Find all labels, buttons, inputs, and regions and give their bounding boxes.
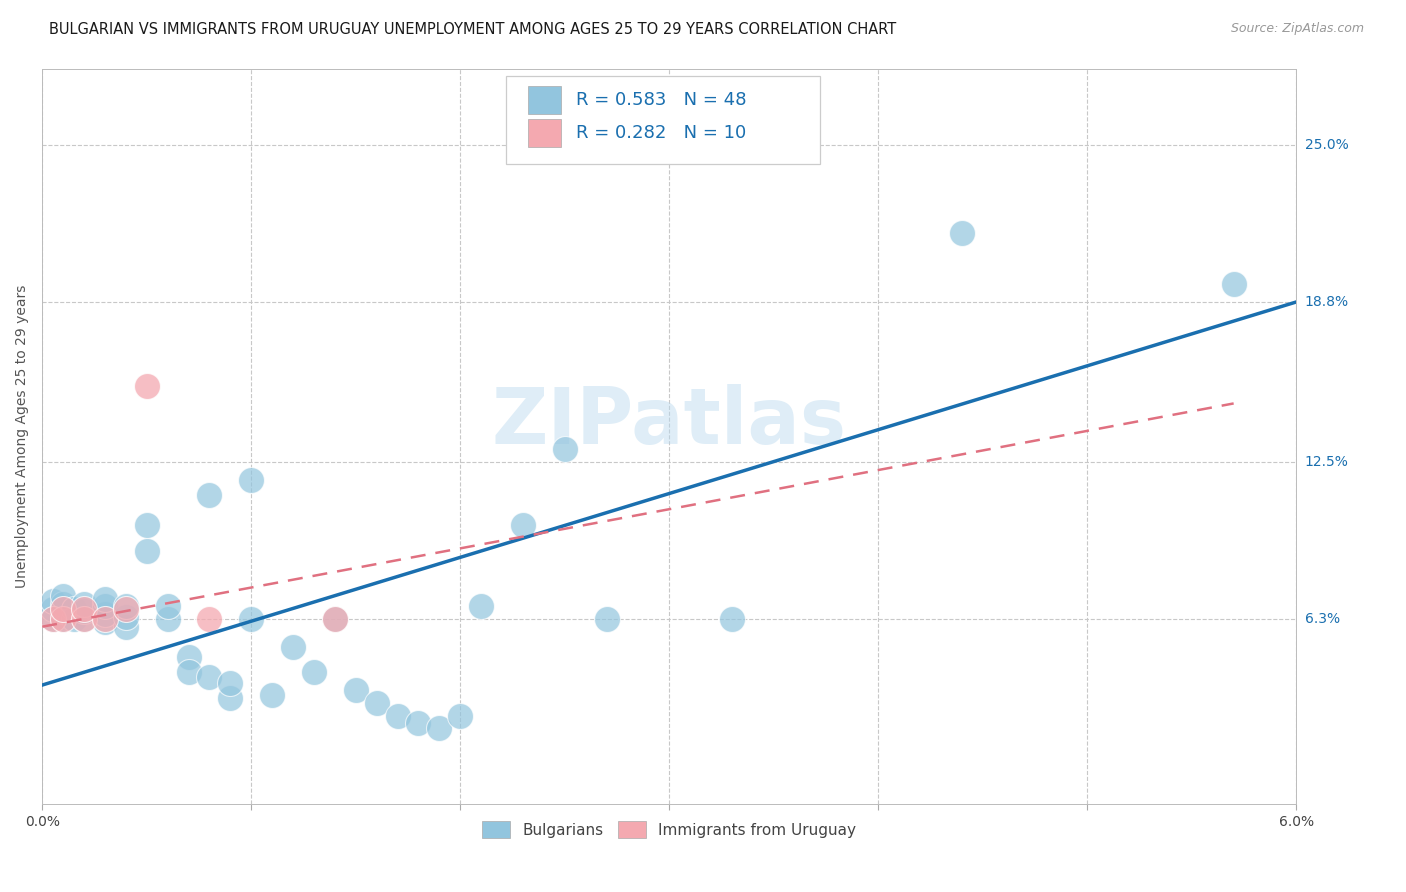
Point	[512, 518, 534, 533]
Point	[1222, 277, 1244, 292]
FancyBboxPatch shape	[527, 87, 561, 114]
Point	[240, 612, 263, 626]
Point	[52, 612, 75, 626]
Point	[240, 473, 263, 487]
Text: Source: ZipAtlas.com: Source: ZipAtlas.com	[1230, 22, 1364, 36]
Point	[198, 670, 221, 684]
Point	[114, 599, 136, 614]
Point	[262, 688, 284, 702]
Point	[73, 612, 96, 626]
Point	[52, 602, 75, 616]
Point	[94, 615, 117, 629]
Point	[177, 650, 200, 665]
Text: 25.0%: 25.0%	[1305, 137, 1348, 152]
Point	[387, 708, 409, 723]
Point	[721, 612, 744, 626]
Point	[198, 612, 221, 626]
Point	[73, 602, 96, 616]
Text: R = 0.583   N = 48: R = 0.583 N = 48	[576, 91, 747, 109]
Point	[177, 665, 200, 680]
Text: ZIPatlas: ZIPatlas	[492, 384, 846, 459]
Point	[554, 442, 576, 456]
Point	[94, 599, 117, 614]
Point	[73, 612, 96, 626]
Y-axis label: Unemployment Among Ages 25 to 29 years: Unemployment Among Ages 25 to 29 years	[15, 285, 30, 588]
Point	[135, 518, 157, 533]
Point	[94, 612, 117, 626]
Text: 6.3%: 6.3%	[1305, 612, 1340, 626]
Point	[323, 612, 346, 626]
FancyBboxPatch shape	[506, 76, 820, 164]
Point	[198, 488, 221, 502]
Point	[62, 602, 84, 616]
Point	[135, 378, 157, 392]
Point	[595, 612, 617, 626]
Point	[41, 612, 63, 626]
Text: R = 0.282   N = 10: R = 0.282 N = 10	[576, 124, 747, 142]
Text: BULGARIAN VS IMMIGRANTS FROM URUGUAY UNEMPLOYMENT AMONG AGES 25 TO 29 YEARS CORR: BULGARIAN VS IMMIGRANTS FROM URUGUAY UNE…	[49, 22, 897, 37]
Point	[114, 602, 136, 616]
Text: 18.8%: 18.8%	[1305, 295, 1348, 309]
Point	[950, 227, 973, 241]
Point	[52, 612, 75, 626]
Point	[94, 591, 117, 606]
Point	[427, 721, 450, 735]
Point	[219, 690, 242, 705]
Point	[41, 612, 63, 626]
Text: 12.5%: 12.5%	[1305, 455, 1348, 469]
Point	[135, 543, 157, 558]
FancyBboxPatch shape	[527, 120, 561, 147]
Point	[52, 605, 75, 619]
Point	[41, 602, 63, 616]
Point	[449, 708, 471, 723]
Point	[323, 612, 346, 626]
Point	[156, 612, 179, 626]
Point	[62, 612, 84, 626]
Point	[156, 599, 179, 614]
Legend: Bulgarians, Immigrants from Uruguay: Bulgarians, Immigrants from Uruguay	[477, 814, 862, 845]
Point	[41, 594, 63, 608]
Point	[114, 620, 136, 634]
Point	[366, 696, 388, 710]
Point	[52, 597, 75, 611]
Point	[344, 683, 367, 698]
Point	[219, 675, 242, 690]
Point	[73, 605, 96, 619]
Point	[73, 597, 96, 611]
Point	[408, 716, 430, 731]
Point	[470, 599, 492, 614]
Point	[52, 589, 75, 603]
Point	[281, 640, 304, 654]
Point	[94, 607, 117, 621]
Point	[302, 665, 325, 680]
Point	[114, 609, 136, 624]
